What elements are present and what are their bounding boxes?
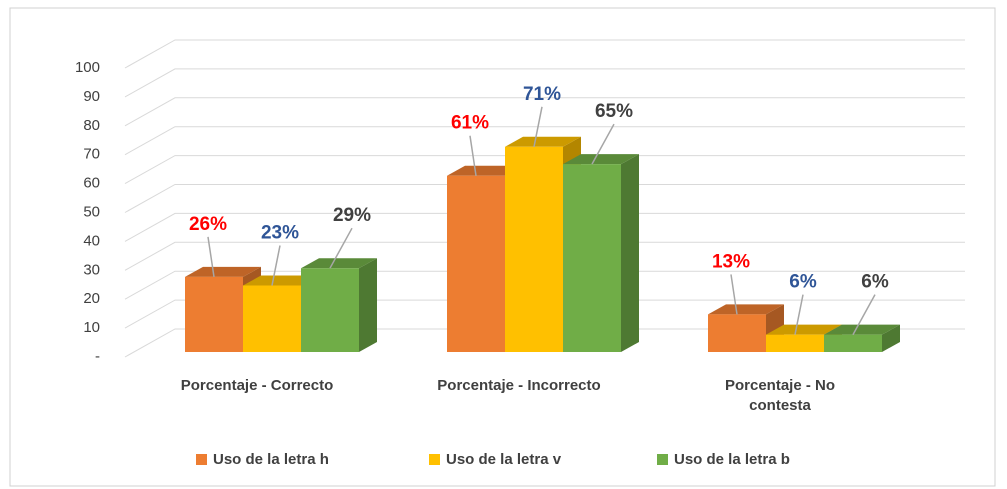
x-tick-label: Porcentaje - No contesta [724,377,836,414]
bar [301,258,377,352]
bar-front [243,285,301,352]
grid-line [124,126,965,156]
x-tick-label: Porcentaje - Incorrecto [437,377,601,394]
bar-side [359,258,377,352]
leader-line [271,245,281,286]
leader-line [207,236,215,277]
bar-top [766,324,842,335]
bar-side [621,154,639,352]
bar-front [708,314,766,352]
data-label: 6% [861,272,889,293]
grid-line [124,328,965,358]
bar-front [505,146,563,352]
grid-line [124,39,965,69]
leader-line [469,135,477,176]
x-tick-label: Porcentaje - Correcto [180,377,334,394]
leader-line [533,106,543,147]
y-tick-label: 90 [83,88,100,105]
bar-front [301,268,359,352]
data-label: 26% [189,214,227,235]
bar-front [185,276,243,352]
data-label: 61% [451,113,489,134]
legend-swatch [657,454,668,465]
legend-swatch [429,454,440,465]
bar-top [563,154,639,165]
bar-top [447,165,523,176]
bar-front [563,164,621,352]
y-tick-label: 60 [83,175,100,192]
grid-line [124,241,965,271]
data-label: 13% [712,251,750,272]
bar-top [708,304,784,315]
y-tick-label: 50 [83,203,100,220]
bar-front [766,334,824,352]
data-label: 6% [789,272,817,293]
data-label: 23% [261,223,299,244]
y-tick-label: 40 [83,232,100,249]
bar-front [447,175,505,352]
grid-line [124,68,965,98]
bar [824,324,900,352]
frame [9,7,996,487]
y-tick-label: 10 [83,319,100,336]
data-label: 65% [595,101,633,122]
bar-front [824,334,882,352]
grid-line [124,270,965,300]
grid-line [124,155,965,185]
bar-top [824,324,900,335]
legend-swatch [196,454,207,465]
leader-line [852,294,876,336]
grid-line [124,184,965,213]
grid-line [124,299,965,329]
legend-label: Uso de la letra v [446,451,562,468]
bar-top [301,258,377,269]
y-tick-label: 30 [83,261,100,278]
data-label: 29% [333,205,371,226]
bar-top [505,136,581,147]
leader-line [794,294,804,335]
grid-line [124,97,965,127]
bar [563,154,639,352]
legend-label: Uso de la letra b [674,451,790,468]
bar-top [243,275,319,286]
leader-line [591,123,615,165]
y-tick-label: 20 [83,290,100,307]
bar-side [882,324,900,352]
leader-line [730,274,738,315]
grid-line [124,212,965,242]
data-label: 71% [523,84,561,105]
legend-label: Uso de la letra h [213,451,329,468]
y-tick-label: - [95,348,100,365]
y-tick-label: 100 [75,59,100,76]
y-tick-label: 80 [83,117,100,134]
leader-line [329,227,353,269]
bar-top [185,266,261,277]
y-tick-label: 70 [83,146,100,163]
